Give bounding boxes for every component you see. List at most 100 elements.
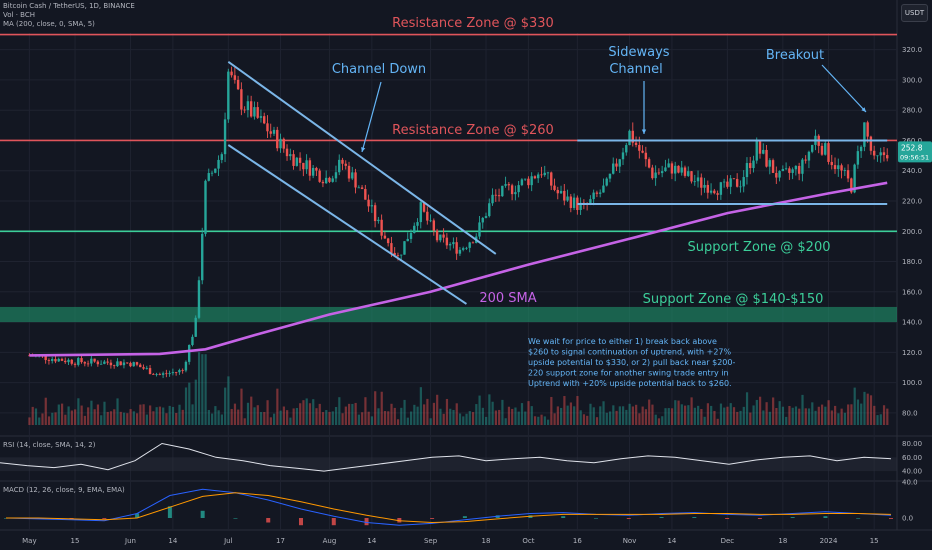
macd-histogram-bar [626, 518, 631, 519]
currency-selector[interactable]: USDT [901, 4, 928, 22]
time-tick-label: Sep [424, 537, 438, 545]
volume-bar [465, 413, 468, 425]
channel-down-arrow [361, 81, 382, 153]
volume-bar [243, 418, 246, 425]
volume-bar [772, 397, 775, 425]
volume-bar [299, 403, 302, 425]
candle-body [328, 177, 331, 182]
candle-body [377, 219, 380, 222]
candle-body [830, 161, 833, 166]
volume-bar [553, 413, 556, 425]
resistance-label-330: Resistance Zone @ $330 [392, 16, 554, 31]
volume-bar [700, 409, 703, 425]
candle-body [797, 165, 801, 174]
volume-bar [622, 406, 625, 425]
last-price-label: 252.8 [901, 143, 923, 152]
last-price-box [898, 141, 932, 163]
macd-histogram-bar [167, 506, 172, 518]
volume-legend: Vol · BCH [3, 11, 35, 19]
candle-body [129, 362, 132, 367]
candle-body [282, 138, 285, 149]
candle-body [426, 211, 429, 221]
volume-bar [765, 402, 768, 425]
candle-body [112, 365, 116, 367]
volume-bar [494, 410, 497, 425]
volume-bar [654, 414, 657, 425]
candle-body [178, 370, 181, 373]
volume-bar [638, 413, 641, 425]
time-tick-label: 18 [778, 537, 787, 545]
volume-bar [729, 403, 732, 425]
candle-body [302, 162, 305, 170]
volume-bar [498, 409, 501, 425]
volume-bar [586, 415, 589, 425]
candle-body [168, 373, 171, 375]
candle-body [768, 160, 771, 167]
volume-bar [54, 412, 57, 425]
volume-bar [475, 404, 478, 425]
candle-body [533, 176, 537, 179]
candle-body [566, 196, 569, 201]
candle-body [491, 194, 494, 204]
candle-body [807, 151, 811, 161]
channel-down-label: Channel Down [332, 62, 426, 77]
volume-bar [631, 406, 634, 425]
volume-bar [191, 404, 194, 425]
candle-body [458, 249, 462, 254]
candle-body [67, 359, 70, 363]
candle-body [618, 159, 621, 167]
candle-body [28, 355, 31, 357]
candle-body [520, 179, 524, 186]
channel-down-upper [227, 60, 497, 255]
candle-body [403, 241, 406, 255]
candle-body [396, 255, 400, 256]
volume-bar [677, 400, 680, 425]
candle-body [210, 172, 214, 174]
volume-bar [269, 417, 272, 425]
volume-bar [387, 411, 390, 425]
volume-bar [57, 404, 60, 425]
candle-body [641, 150, 644, 153]
volume-bar [318, 403, 321, 425]
candle-body [165, 373, 168, 375]
volume-bar [403, 399, 406, 425]
volume-bar [710, 405, 713, 425]
volume-bar [449, 408, 452, 425]
candle-body [435, 230, 439, 241]
resistance-label-260: Resistance Zone @ $260 [392, 123, 554, 138]
candle-body [589, 199, 592, 205]
ma-legend: MA (200, close, 0, SMA, 5) [3, 20, 95, 28]
candle-body [530, 176, 533, 186]
candle-body [517, 185, 520, 193]
candle-body [269, 131, 272, 134]
volume-bar [181, 409, 184, 425]
candle-body [344, 163, 347, 166]
candle-body [230, 71, 233, 76]
macd-histogram-bar [200, 510, 205, 518]
volume-bar [576, 396, 579, 425]
candle-body [837, 165, 840, 170]
volume-bar [511, 408, 514, 425]
candle-body [546, 172, 550, 174]
breakout-arrow-head [861, 107, 866, 112]
candle-body [360, 187, 364, 189]
volume-bar [612, 405, 615, 425]
volume-bar [693, 407, 696, 425]
candle-body [187, 344, 191, 362]
volume-bar [455, 403, 458, 425]
volume-bar [282, 406, 285, 425]
candle-body [227, 71, 230, 120]
candle-body [50, 359, 54, 361]
candle-body [481, 217, 484, 223]
candle-body [788, 168, 791, 173]
candle-body [73, 363, 77, 365]
volume-bar [237, 409, 240, 425]
candle-body [44, 355, 47, 361]
volume-bar [879, 414, 882, 425]
candle-body [690, 171, 693, 182]
candle-body [432, 220, 436, 231]
volume-bar [445, 398, 449, 425]
candle-body [820, 145, 824, 155]
candle-body [416, 222, 419, 226]
